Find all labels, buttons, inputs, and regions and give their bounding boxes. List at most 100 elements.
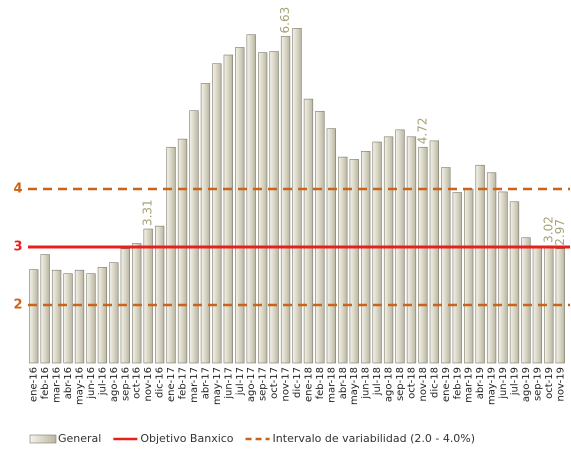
x-tick-label: nov-17 <box>281 367 292 401</box>
bar <box>361 151 371 364</box>
bar <box>109 262 119 364</box>
value-label: 3.02 <box>541 216 555 243</box>
value-label: 4.72 <box>415 118 429 145</box>
bar <box>212 63 222 364</box>
bar <box>97 266 108 364</box>
bar <box>132 243 142 364</box>
bar <box>418 146 428 364</box>
x-tick-label: oct-19 <box>544 367 555 399</box>
y-tick-label: 2 <box>13 298 22 313</box>
x-tick-label: jul-18 <box>372 367 383 396</box>
x-tick-label: ene-19 <box>441 367 452 402</box>
bar <box>86 273 96 364</box>
x-tick-label: sep-18 <box>395 367 406 401</box>
x-tick-label: ene-16 <box>29 367 40 402</box>
bar <box>338 156 348 364</box>
x-tick-label: abr-19 <box>475 367 486 399</box>
x-tick-label: dic-17 <box>292 367 303 398</box>
x-tick-label: abr-18 <box>338 367 349 399</box>
y-tick-label: 4 <box>13 182 22 197</box>
x-tick-label: sep-19 <box>532 367 543 401</box>
bar <box>441 167 451 364</box>
bar <box>280 36 291 364</box>
x-tick-label: ene-18 <box>303 367 314 402</box>
bar <box>235 47 245 364</box>
x-tick-label: ene-17 <box>166 367 177 402</box>
bar <box>372 141 382 364</box>
bar <box>143 228 153 364</box>
x-tick-label: may-18 <box>349 367 360 405</box>
x-tick-label: mar-17 <box>189 367 200 403</box>
bar <box>475 164 485 364</box>
bar <box>383 136 394 364</box>
bar <box>200 83 211 364</box>
x-tick-label: nov-18 <box>418 367 429 401</box>
bar <box>269 51 279 364</box>
x-tick-label: sep-16 <box>120 367 131 401</box>
x-tick-label: jun-16 <box>86 367 97 400</box>
x-tick-label: dic-16 <box>155 367 166 398</box>
bar <box>452 192 462 364</box>
bar <box>349 159 359 364</box>
x-tick-label: feb-16 <box>40 367 51 399</box>
x-tick-label: ago-18 <box>384 367 395 402</box>
bar <box>258 52 268 364</box>
bar <box>406 136 417 364</box>
x-tick-label: dic-18 <box>429 367 440 398</box>
x-tick-label: feb-17 <box>178 367 189 399</box>
x-tick-label: jul-19 <box>509 367 520 396</box>
bar <box>521 237 531 364</box>
legend-label: General <box>58 432 101 445</box>
bar <box>51 269 62 364</box>
bar <box>464 188 474 364</box>
x-tick-label: ago-19 <box>521 367 532 402</box>
bar <box>177 138 188 364</box>
bar <box>63 273 73 364</box>
bar <box>29 269 39 364</box>
x-tick-label: abr-17 <box>200 367 211 399</box>
bar <box>74 269 85 364</box>
x-tick-label: nov-19 <box>555 367 566 401</box>
x-tick-label: mar-19 <box>464 367 475 403</box>
x-tick-label: may-17 <box>212 367 223 405</box>
x-tick-label: jul-17 <box>235 367 246 396</box>
x-tick-label: oct-16 <box>132 367 143 399</box>
y-tick-label: 3 <box>13 240 22 255</box>
x-tick-label: jul-16 <box>97 367 108 396</box>
x-tick-label: ago-16 <box>109 367 120 402</box>
x-tick-label: feb-18 <box>315 367 326 399</box>
value-label: 3.31 <box>141 199 155 226</box>
value-label: 2.97 <box>553 219 567 246</box>
legend-label: Intervalo de variabilidad (2.0 - 4.0%) <box>273 432 476 445</box>
x-tick-label: jun-18 <box>361 367 372 400</box>
x-tick-label: ago-17 <box>246 367 257 402</box>
x-tick-label: nov-16 <box>143 367 154 401</box>
bar <box>189 110 199 364</box>
x-tick-label: may-19 <box>487 367 498 405</box>
bar <box>509 201 520 364</box>
x-tick-label: abr-16 <box>63 367 74 399</box>
bar <box>223 54 233 364</box>
x-tick-label: mar-18 <box>326 367 337 403</box>
bar <box>166 146 176 364</box>
value-label: 6.63 <box>278 7 292 34</box>
x-tick-label: oct-18 <box>406 367 417 399</box>
bar <box>292 28 302 364</box>
bar <box>154 225 165 364</box>
bar <box>486 172 497 364</box>
legend-swatch <box>29 434 57 444</box>
bar <box>315 110 325 364</box>
bar <box>303 98 314 364</box>
x-tick-label: may-16 <box>75 367 86 405</box>
bar <box>246 34 256 364</box>
bar <box>40 254 50 364</box>
x-tick-label: oct-17 <box>269 367 280 399</box>
bar <box>498 191 508 364</box>
bar <box>429 140 440 364</box>
legend-label: Objetivo Banxico <box>140 432 233 445</box>
x-tick-label: mar-16 <box>52 367 63 403</box>
x-tick-label: jun-19 <box>498 367 509 400</box>
x-tick-label: feb-19 <box>452 367 463 399</box>
x-tick-label: sep-17 <box>258 367 269 401</box>
